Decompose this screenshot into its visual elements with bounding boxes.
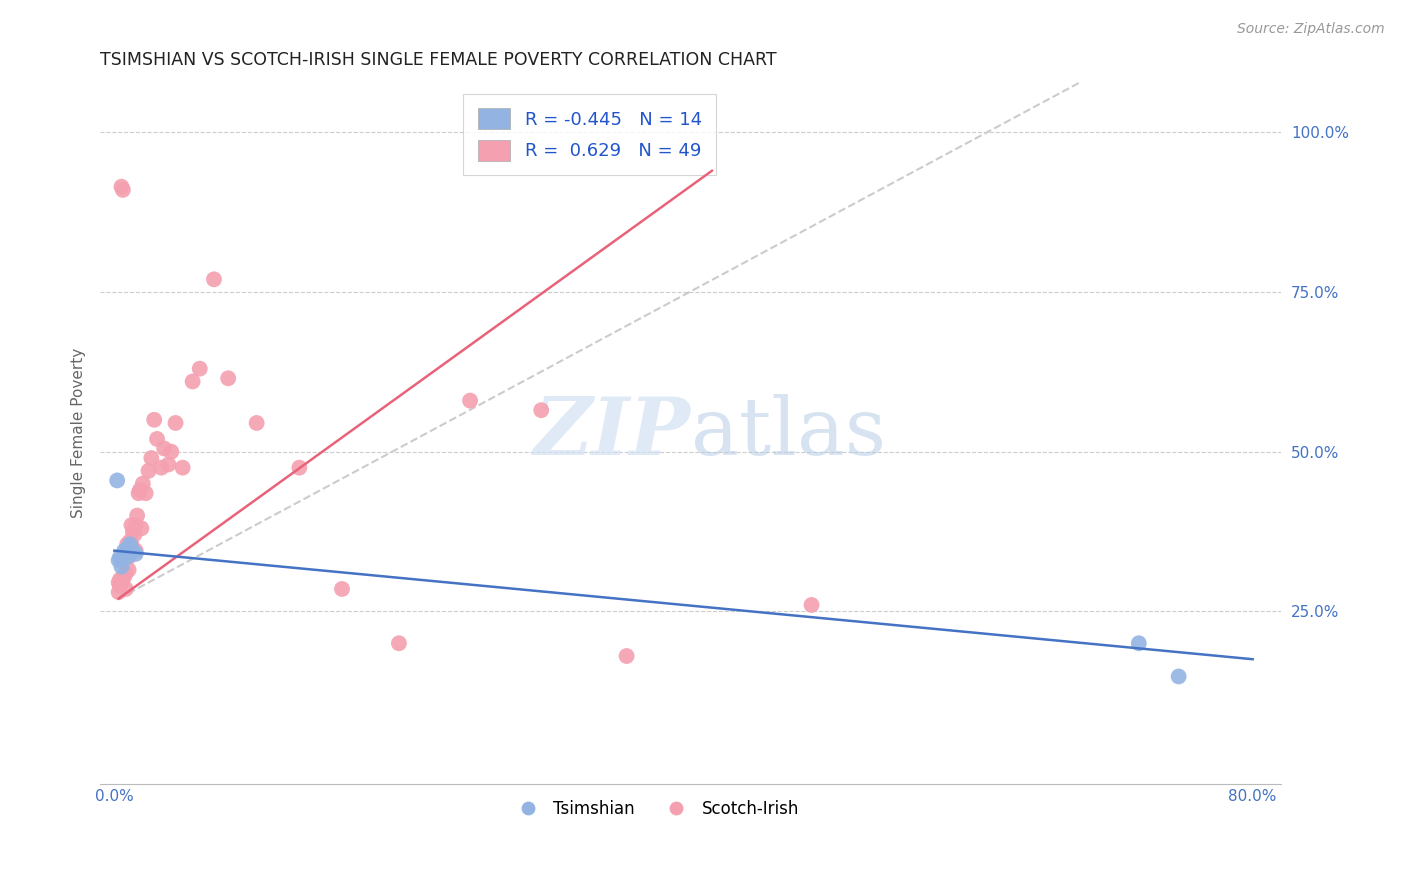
Point [135, 486, 157, 500]
Point [117, 541, 139, 555]
Text: atlas: atlas [690, 393, 886, 472]
Point [110, 559, 132, 574]
Point [129, 483, 152, 497]
Point [160, 444, 183, 458]
Point [110, 179, 132, 194]
Point [118, 534, 141, 549]
Point [132, 476, 155, 491]
Point [117, 550, 139, 565]
Y-axis label: Single Female Poverty: Single Female Poverty [72, 347, 86, 517]
Point [125, 543, 148, 558]
Text: TSIMSHIAN VS SCOTCH-IRISH SINGLE FEMALE POVERTY CORRELATION CHART: TSIMSHIAN VS SCOTCH-IRISH SINGLE FEMALE … [100, 51, 776, 69]
Point [153, 442, 176, 456]
Point [112, 569, 135, 583]
Point [120, 537, 142, 551]
Point [118, 543, 141, 558]
Point [143, 413, 166, 427]
Point [181, 375, 204, 389]
Point [616, 648, 638, 663]
Point [150, 460, 173, 475]
Point [202, 272, 225, 286]
Point [165, 416, 187, 430]
Point [107, 585, 129, 599]
Point [131, 521, 153, 535]
Point [530, 403, 553, 417]
Point [388, 636, 411, 650]
Point [125, 547, 148, 561]
Text: ZIP: ZIP [534, 393, 690, 471]
Point [108, 579, 131, 593]
Point [330, 582, 353, 596]
Point [111, 550, 134, 565]
Point [112, 543, 135, 558]
Point [114, 566, 136, 580]
Point [105, 474, 128, 488]
Point [217, 371, 239, 385]
Point [120, 518, 142, 533]
Legend: Tsimshian, Scotch-Irish: Tsimshian, Scotch-Irish [505, 793, 806, 824]
Point [172, 460, 194, 475]
Point [124, 527, 146, 541]
Point [114, 547, 136, 561]
Point [288, 460, 311, 475]
Point [157, 458, 180, 472]
Point [188, 361, 211, 376]
Point [117, 563, 139, 577]
Point [121, 543, 143, 558]
Point [246, 416, 269, 430]
Point [118, 537, 141, 551]
Point [115, 537, 138, 551]
Point [108, 573, 131, 587]
Point [108, 550, 131, 565]
Point [114, 582, 136, 596]
Point [107, 575, 129, 590]
Point [1167, 669, 1189, 683]
Point [1128, 636, 1150, 650]
Point [115, 550, 138, 565]
Point [141, 451, 163, 466]
Text: Source: ZipAtlas.com: Source: ZipAtlas.com [1237, 22, 1385, 37]
Point [146, 432, 169, 446]
Point [111, 573, 134, 587]
Point [128, 486, 150, 500]
Point [125, 518, 148, 533]
Point [800, 598, 823, 612]
Point [111, 183, 134, 197]
Point [458, 393, 481, 408]
Point [121, 524, 143, 539]
Point [138, 464, 160, 478]
Point [127, 508, 149, 523]
Point [107, 553, 129, 567]
